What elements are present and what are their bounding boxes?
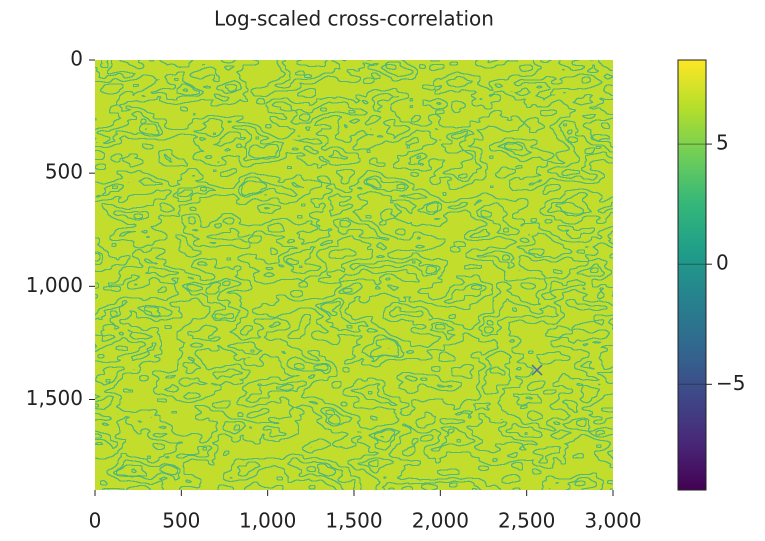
- y-tick-label: 500: [45, 160, 83, 184]
- colorbar: [678, 60, 706, 490]
- colorbar-tick-label: 5: [716, 131, 729, 155]
- y-tick-label: 0: [70, 47, 83, 71]
- heatmap-texture: [95, 60, 613, 490]
- x-tick-label: 500: [162, 509, 200, 533]
- colorbar-tick-label: −5: [716, 371, 745, 395]
- x-tick-label: 1,500: [325, 509, 382, 533]
- x-tick-label: 0: [89, 509, 102, 533]
- y-tick-label: 1,500: [26, 386, 83, 410]
- x-tick-label: 1,000: [239, 509, 296, 533]
- x-tick-label: 3,000: [584, 509, 641, 533]
- x-tick-label: 2,500: [498, 509, 555, 533]
- colorbar-tick-label: 0: [716, 251, 729, 275]
- chart-title: Log-scaled cross-correlation: [214, 7, 494, 31]
- y-tick-label: 1,000: [26, 273, 83, 297]
- x-tick-label: 2,000: [412, 509, 469, 533]
- chart: Log-scaled cross-correlation 05001,0001,…: [0, 0, 765, 537]
